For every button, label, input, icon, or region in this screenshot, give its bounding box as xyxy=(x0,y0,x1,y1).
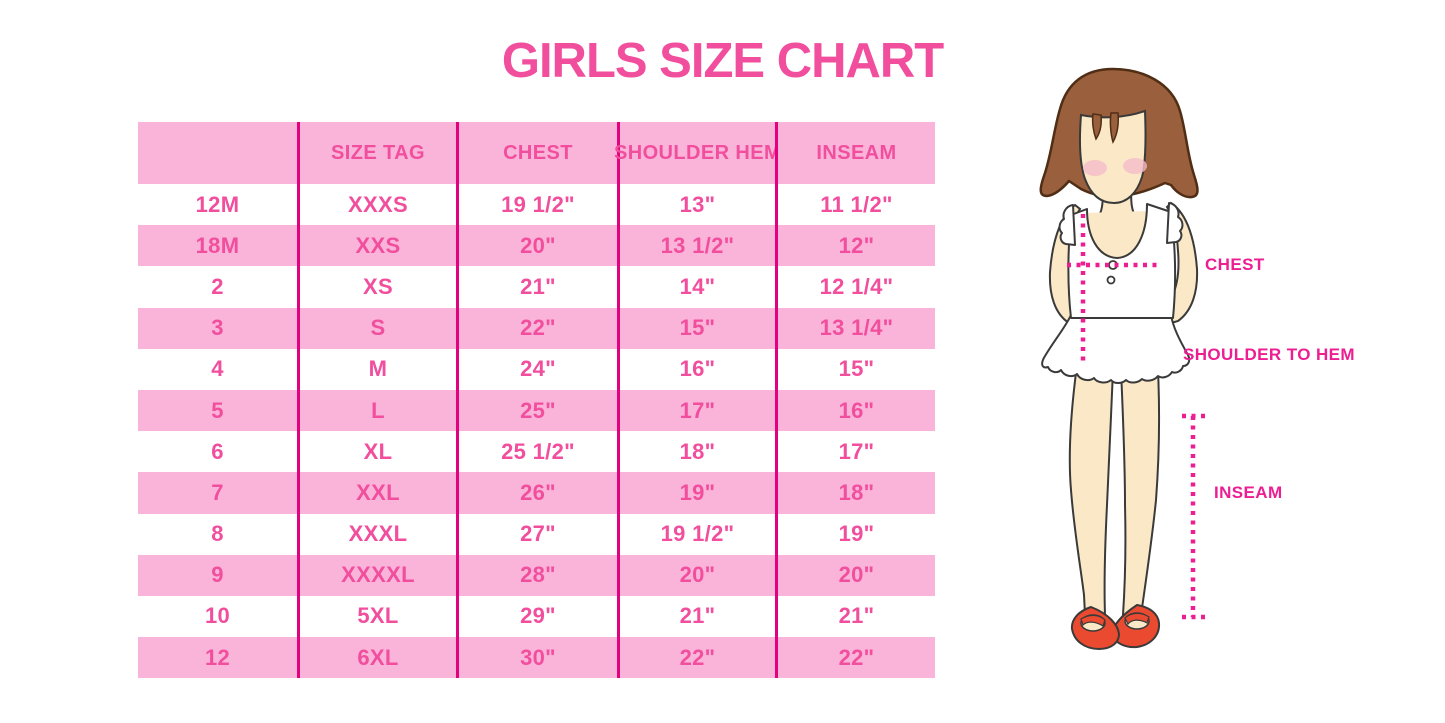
header-cell xyxy=(138,122,297,184)
table-cell: 13 1/4" xyxy=(775,307,935,349)
table-cell: 12" xyxy=(775,225,935,267)
table-cell: 15" xyxy=(775,348,935,390)
table-cell: S xyxy=(297,307,456,349)
table-cell: L xyxy=(297,389,456,432)
table-cell: 5 xyxy=(138,389,297,432)
skirt xyxy=(1041,314,1191,384)
table-cell: 27" xyxy=(456,513,617,555)
table-cell: 10 xyxy=(204,603,231,629)
table-cell: 5XL xyxy=(297,595,456,638)
table-cell: 6XL xyxy=(297,637,456,679)
table-cell: 22" xyxy=(617,637,775,679)
table-cell: XL xyxy=(297,431,456,473)
table-cell: 29" xyxy=(456,595,617,638)
table-cell: 16" xyxy=(617,348,775,390)
table-cell: 9 xyxy=(138,554,297,596)
table-cell: 18M xyxy=(138,225,297,267)
chest-label: CHEST xyxy=(1205,255,1265,274)
table-cell: 25" xyxy=(456,389,617,432)
table-cell: XS xyxy=(297,266,456,308)
table-cell: 17" xyxy=(775,431,935,473)
table-cell: 28" xyxy=(456,554,617,596)
right-shoe-strap xyxy=(1124,612,1150,626)
table-cell: M xyxy=(297,348,456,390)
table-cell: 21" xyxy=(775,595,935,638)
table-cell: 11 1/2" xyxy=(775,184,935,226)
table-cell: 15" xyxy=(617,307,775,349)
table-cell: 7 xyxy=(138,472,297,514)
table-cell: 14" xyxy=(617,266,775,308)
table-cell: 19" xyxy=(775,513,935,555)
table-cell: 20" xyxy=(775,554,935,596)
table-cell: 21" xyxy=(456,266,617,308)
header-cell: SHOULDER HEM xyxy=(614,122,781,184)
bang-strand-right xyxy=(1109,112,1119,144)
table-cell: XXXL xyxy=(297,513,456,555)
measurement-diagram: CHEST SHOULDER TO HEM INSEAM xyxy=(1025,65,1445,685)
table-cell: 19 1/2" xyxy=(456,184,617,226)
table-cell: 13" xyxy=(617,184,775,226)
table-cell: 19" xyxy=(617,472,775,514)
inseam-label: INSEAM xyxy=(1214,483,1283,502)
table-cell: 2 xyxy=(211,273,224,299)
table-cell: 25 1/2" xyxy=(456,431,617,473)
right-shoulder-ruffle xyxy=(1166,202,1184,244)
table-cell: 20" xyxy=(456,225,617,267)
table-cell: 24" xyxy=(456,348,617,390)
size-table: SIZE TAG CHEST SHOULDER HEM INSEAM 12M XXXS 19… xyxy=(138,122,935,679)
table-cell: 20" xyxy=(617,554,775,596)
header-cell: SIZE TAG xyxy=(297,122,456,184)
table-cell: 21" xyxy=(617,595,775,638)
table-cell: 19 1/2" xyxy=(617,513,775,555)
table-cell: 8 xyxy=(211,521,224,547)
table-cell: 16" xyxy=(775,389,935,432)
shoulder-to-hem-label: SHOULDER TO HEM xyxy=(1183,345,1355,364)
right-blush xyxy=(1123,158,1147,174)
table-cell: XXL xyxy=(297,472,456,514)
shirt-button-bottom xyxy=(1106,275,1116,285)
right-leg xyxy=(1119,369,1161,616)
table-cell: XXXXL xyxy=(297,554,456,596)
table-cell: 18" xyxy=(617,431,775,473)
table-cell: 22" xyxy=(456,307,617,349)
table-cell: 13 1/2" xyxy=(617,225,775,267)
table-cell: 26" xyxy=(456,472,617,514)
table-cell: 12M xyxy=(195,191,240,217)
page-title: GIRLS SIZE CHART xyxy=(501,34,944,88)
table-cell: 12 xyxy=(138,637,297,679)
left-blush xyxy=(1083,160,1107,176)
table-cell: XXXS xyxy=(297,184,456,226)
table-cell: 12 1/4" xyxy=(775,266,935,308)
table-cell: 22" xyxy=(775,637,935,679)
left-shoulder-ruffle xyxy=(1058,204,1076,246)
left-shoe-strap xyxy=(1080,614,1106,627)
left-leg xyxy=(1068,363,1115,616)
table-cell: 17" xyxy=(617,389,775,432)
header-cell: CHEST xyxy=(456,122,617,184)
table-cell: XXS xyxy=(297,225,456,267)
table-cell: 30" xyxy=(456,637,617,679)
table-cell: 4 xyxy=(211,356,224,382)
girl-figure-illustration xyxy=(1039,67,1205,651)
table-cell: 18" xyxy=(775,472,935,514)
table-cell: 6 xyxy=(211,438,224,464)
header-cell: INSEAM xyxy=(775,122,935,184)
table-cell: 3 xyxy=(138,307,297,349)
bang-strand-left xyxy=(1091,113,1102,141)
